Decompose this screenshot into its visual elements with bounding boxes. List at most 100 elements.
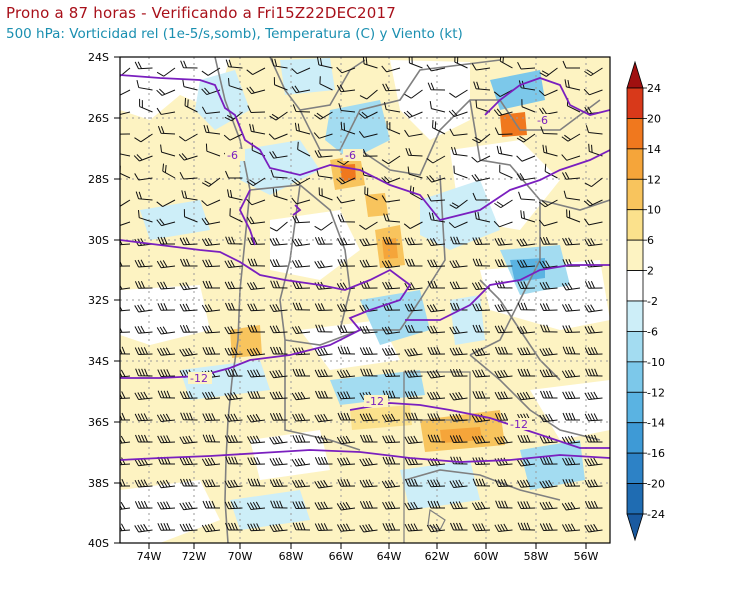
colorbar-top-arrow [626,60,644,89]
wind-barb [404,435,423,444]
wind-barb [134,280,153,289]
wind-barb [291,177,311,186]
wind-barb [268,133,288,140]
wind-barb [179,237,198,246]
wind-barb [337,346,356,355]
wind-barb [270,500,288,509]
wind-barb [403,221,423,230]
wind-barb [134,347,153,355]
wind-barb [539,281,558,290]
colorbar-tick-label: 20 [647,112,661,125]
colorbar-tick-label: 2 [647,265,654,278]
wind-barb [403,110,423,118]
wind-barb [517,368,535,377]
wind-barb [381,260,401,269]
wind-barb [269,111,288,121]
wind-barb [427,500,445,509]
wind-barb [562,303,581,312]
wind-barb [539,456,558,465]
colorbar-tick-label: 6 [647,234,654,247]
wind-barb [517,347,536,356]
wind-barb [472,478,491,487]
wind-barb [429,101,446,113]
lon-label: 74W [137,550,162,563]
wind-barb [337,457,356,466]
lon-label: 56W [574,550,599,563]
wind-barb [428,212,446,223]
wind-barb [494,523,513,532]
wind-barb [224,368,243,377]
wind-barb [314,221,333,231]
wind-barb [246,501,266,510]
wind-barb [135,191,153,201]
wind-barb [449,501,468,510]
wind-barb [247,435,266,444]
wind-barb [247,457,266,465]
wind-barb [449,89,468,98]
colorbar-swatch [626,361,644,393]
wind-barb [179,457,198,466]
wind-barb [227,189,243,201]
wind-barb [561,369,581,378]
lon-label: 60W [474,550,499,563]
wind-barb [561,133,581,142]
wind-barb [471,155,491,163]
wind-barb [157,501,176,510]
wind-barb [382,236,400,245]
wind-barb [157,302,176,311]
wind-barb [247,303,266,312]
wind-barb [494,325,513,334]
wind-barb [247,369,266,378]
wind-barb [427,391,446,400]
wind-barb [336,66,356,74]
wind-barb [359,238,378,247]
wind-barb [448,221,468,229]
wind-barb [294,122,311,135]
wind-barb [493,220,513,228]
wind-barb [291,197,311,205]
wind-barb [562,325,581,333]
wind-barb [539,501,558,510]
wind-barb [201,67,221,76]
wind-barb [584,218,603,226]
wind-barb [539,479,558,489]
colorbar-swatch [626,239,644,271]
wind-barb [314,281,333,290]
lat-label: 34S [88,355,109,368]
wind-barb [134,259,153,268]
wind-barb [538,219,558,227]
wind-barb [364,186,378,201]
colorbar: 24 20 14 12 10 6 2 -2 -6 -10 -12 -14 -16 -20 -24 [626,60,665,542]
wind-barb [223,133,243,141]
wind-barb [584,280,603,289]
temperature-contours [120,74,610,463]
wind-barb [157,236,175,245]
wind-barb [318,187,333,201]
lat-label: 38S [88,477,109,490]
wind-barb [382,83,401,92]
wind-barb [120,303,131,312]
wind-barb [404,303,423,312]
wind-barb [247,237,266,245]
wind-barb [201,237,221,246]
wind-barb [180,478,198,487]
wind-barb [336,177,356,185]
wind-barb [471,501,491,510]
wind-barb [584,325,603,334]
wind-barb [540,390,558,399]
lon-label: 70W [228,550,253,563]
wind-barb [292,501,311,509]
wind-barb [120,412,130,421]
wind-barb [314,347,333,356]
wind-barb [292,259,311,268]
wind-barb [540,324,558,333]
colorbar-tick-label: -16 [647,447,665,460]
wind-barb [427,193,446,202]
wind-barb [449,347,468,356]
wind-barb [539,236,558,245]
wind-barb [201,304,221,313]
wind-barb [227,78,243,91]
wind-barb [156,107,176,115]
wind-barb [179,391,198,399]
wind-barb [336,369,356,378]
